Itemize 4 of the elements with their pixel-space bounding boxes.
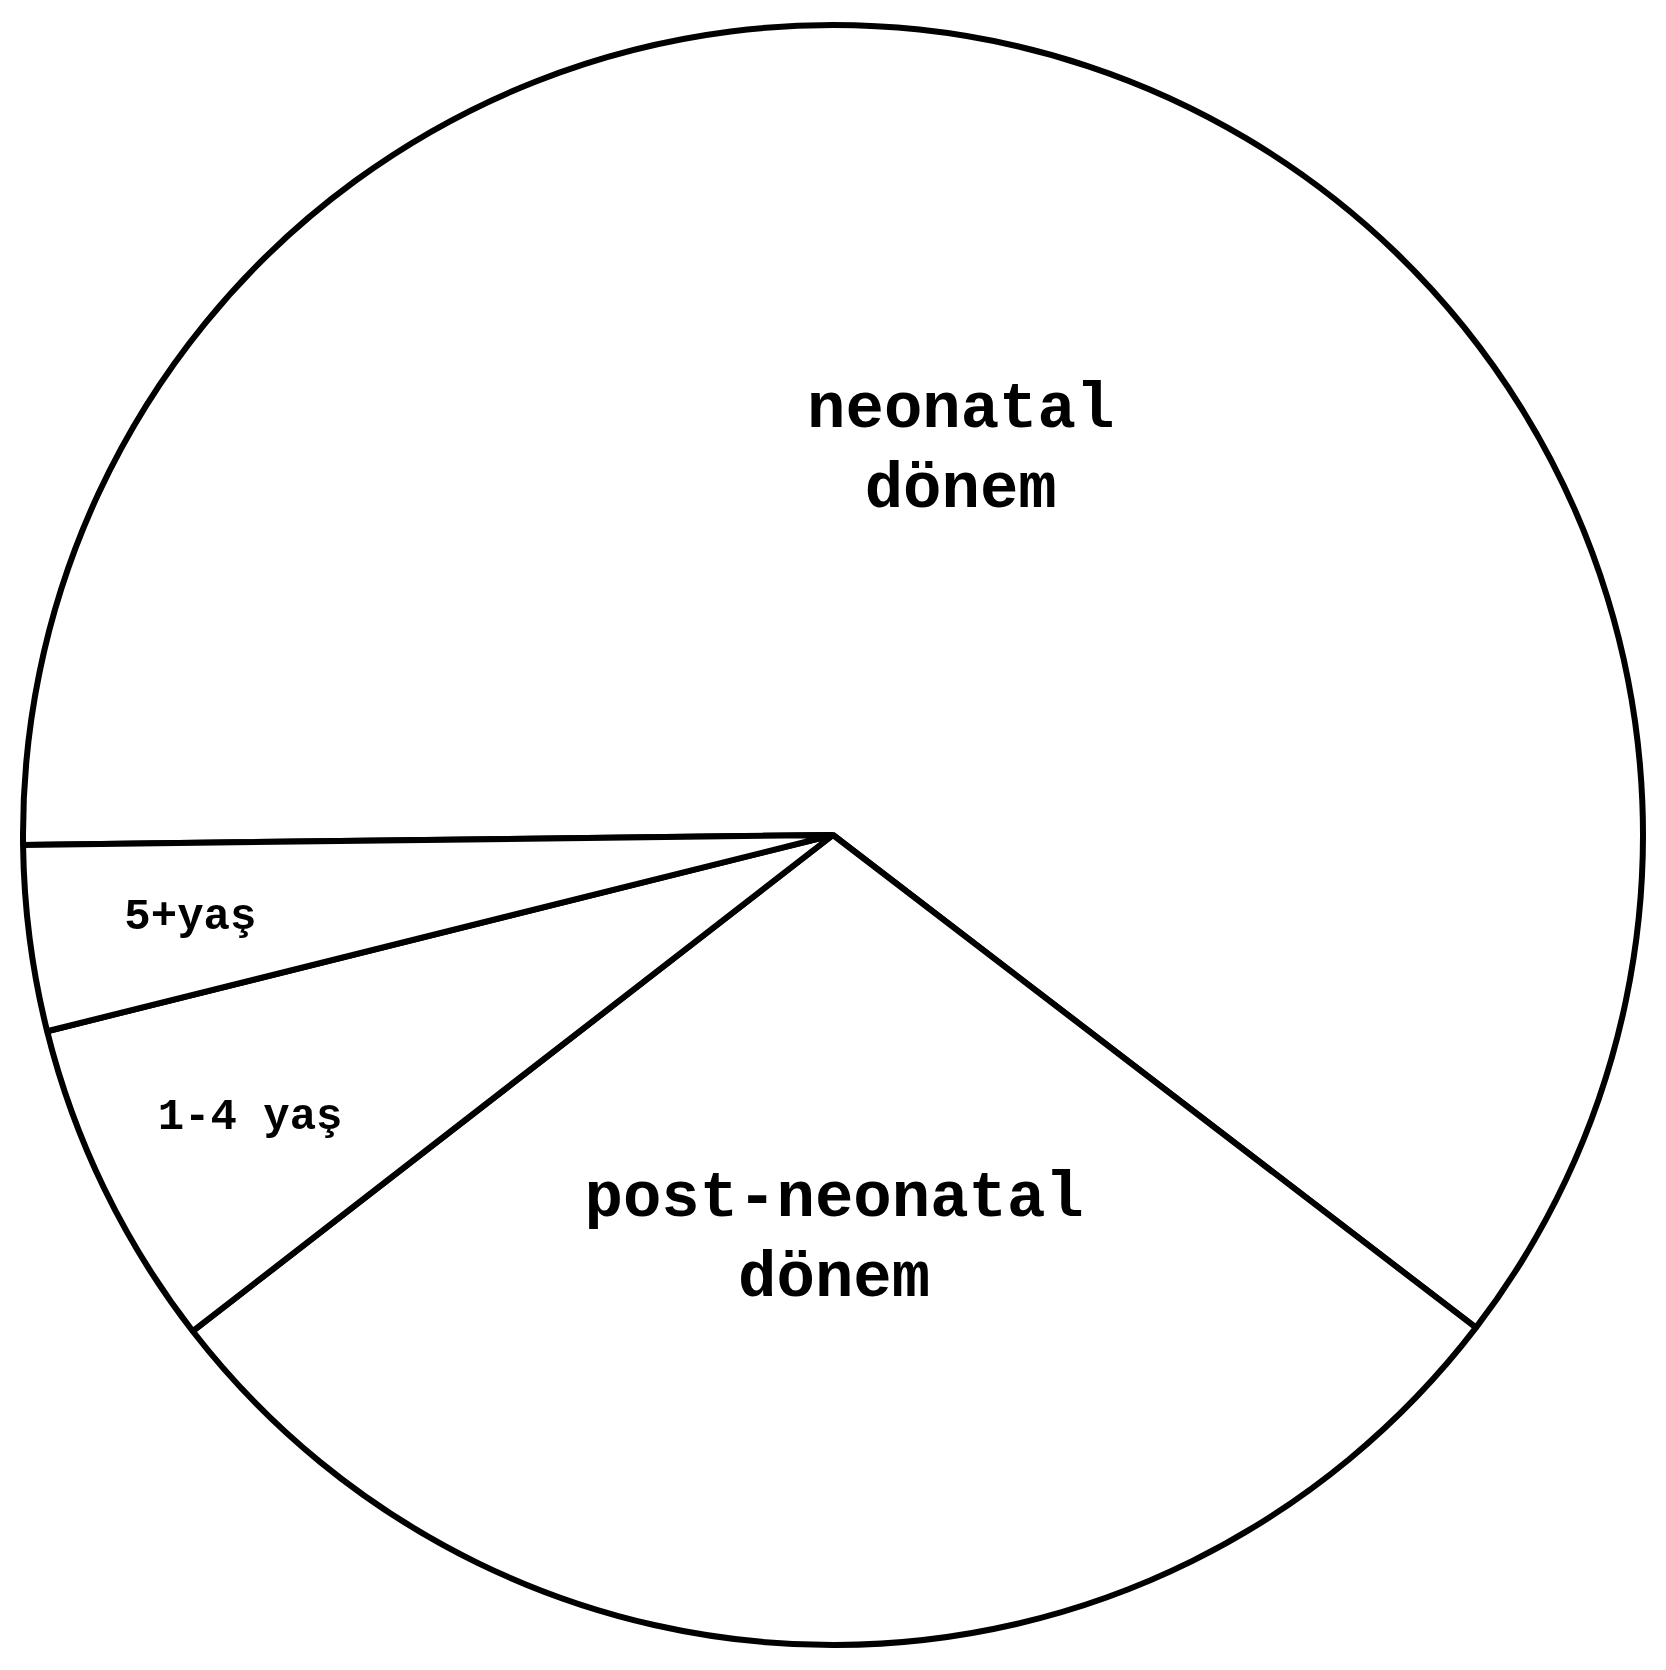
slice-label: post-neonatal dönem (584, 1163, 1084, 1316)
slice-label: 5+yaş (124, 892, 257, 943)
slice-label: neonatal dönem (807, 373, 1115, 526)
slice-label: 1-4 yaş (157, 1092, 343, 1143)
